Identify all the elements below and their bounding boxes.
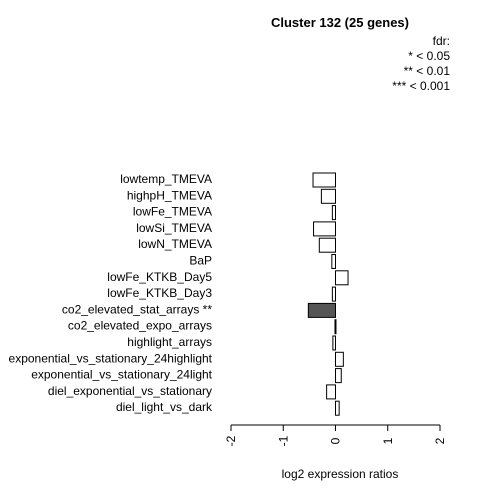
category-label: co2_elevated_stat_arrays ** bbox=[62, 302, 212, 316]
x-tick-label: 1 bbox=[381, 437, 395, 444]
x-tick-label: -2 bbox=[224, 435, 238, 446]
bars bbox=[307, 172, 349, 416]
bar bbox=[335, 400, 340, 416]
bar bbox=[320, 188, 336, 204]
legend-title: fdr: bbox=[433, 34, 450, 48]
bar bbox=[318, 237, 336, 253]
bar bbox=[335, 351, 344, 367]
x-tick-label: 0 bbox=[329, 437, 343, 444]
legend-entry: *** < 0.001 bbox=[392, 79, 450, 93]
bar bbox=[307, 302, 336, 318]
bar bbox=[331, 286, 336, 302]
category-label: exponential_vs_stationary_24highlight bbox=[9, 351, 213, 365]
x-axis: -2 -1 0 1 2 bbox=[224, 424, 447, 446]
x-tick-label: -1 bbox=[276, 435, 290, 446]
category-label: lowN_TMEVA bbox=[138, 237, 212, 251]
category-label: lowFe_KTKB_Day3 bbox=[107, 286, 212, 300]
bar bbox=[335, 368, 342, 384]
category-label: BaP bbox=[189, 254, 212, 268]
category-label: diel_light_vs_dark bbox=[116, 400, 213, 414]
bar bbox=[331, 254, 336, 269]
bar bbox=[312, 172, 337, 188]
bar bbox=[335, 270, 349, 286]
x-tick-label: 2 bbox=[433, 437, 447, 444]
bar bbox=[332, 335, 337, 351]
chart-title: Cluster 132 (25 genes) bbox=[271, 15, 409, 30]
category-label: co2_elevated_expo_arrays bbox=[68, 319, 212, 333]
category-label: lowFe_KTKB_Day5 bbox=[107, 270, 212, 284]
category-label: highlight_arrays bbox=[127, 335, 212, 349]
bar bbox=[326, 384, 336, 400]
category-label: lowtemp_TMEVA bbox=[120, 172, 212, 186]
legend: fdr:* < 0.05** < 0.01*** < 0.001 bbox=[392, 34, 450, 93]
legend-entry: * < 0.05 bbox=[408, 49, 450, 63]
bar bbox=[334, 319, 337, 335]
bar bbox=[313, 221, 336, 237]
legend-entry: ** < 0.01 bbox=[404, 64, 451, 78]
category-label: diel_exponential_vs_stationary bbox=[48, 384, 212, 398]
category-label: highpH_TMEVA bbox=[127, 188, 212, 202]
category-label: lowFe_TMEVA bbox=[133, 205, 212, 219]
category-label: lowSi_TMEVA bbox=[136, 221, 212, 235]
x-axis-label: log2 expression ratios bbox=[282, 467, 399, 481]
bar bbox=[331, 205, 336, 221]
category-label: exponential_vs_stationary_24light bbox=[31, 368, 212, 382]
category-labels: lowtemp_TMEVA highpH_TMEVA lowFe_TMEVA lowS… bbox=[9, 172, 213, 414]
